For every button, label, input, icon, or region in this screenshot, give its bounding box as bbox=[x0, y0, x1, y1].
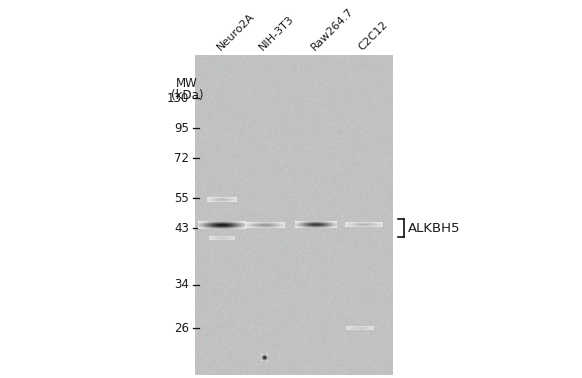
Text: Raw264.7: Raw264.7 bbox=[309, 6, 355, 52]
Text: 55: 55 bbox=[174, 192, 189, 204]
Text: 43: 43 bbox=[174, 222, 189, 234]
Text: 130: 130 bbox=[167, 91, 189, 104]
Text: Neuro2A: Neuro2A bbox=[215, 11, 256, 52]
Text: 26: 26 bbox=[174, 322, 189, 335]
Text: 72: 72 bbox=[174, 152, 189, 164]
Text: 34: 34 bbox=[174, 279, 189, 291]
Text: NIH-3T3: NIH-3T3 bbox=[257, 13, 296, 52]
Text: ALKBH5: ALKBH5 bbox=[408, 222, 460, 234]
Bar bbox=[195, 55, 393, 375]
Text: MW: MW bbox=[176, 77, 198, 90]
Text: C2C12: C2C12 bbox=[357, 19, 390, 52]
Text: (kDa): (kDa) bbox=[171, 89, 203, 102]
Text: 95: 95 bbox=[174, 121, 189, 135]
